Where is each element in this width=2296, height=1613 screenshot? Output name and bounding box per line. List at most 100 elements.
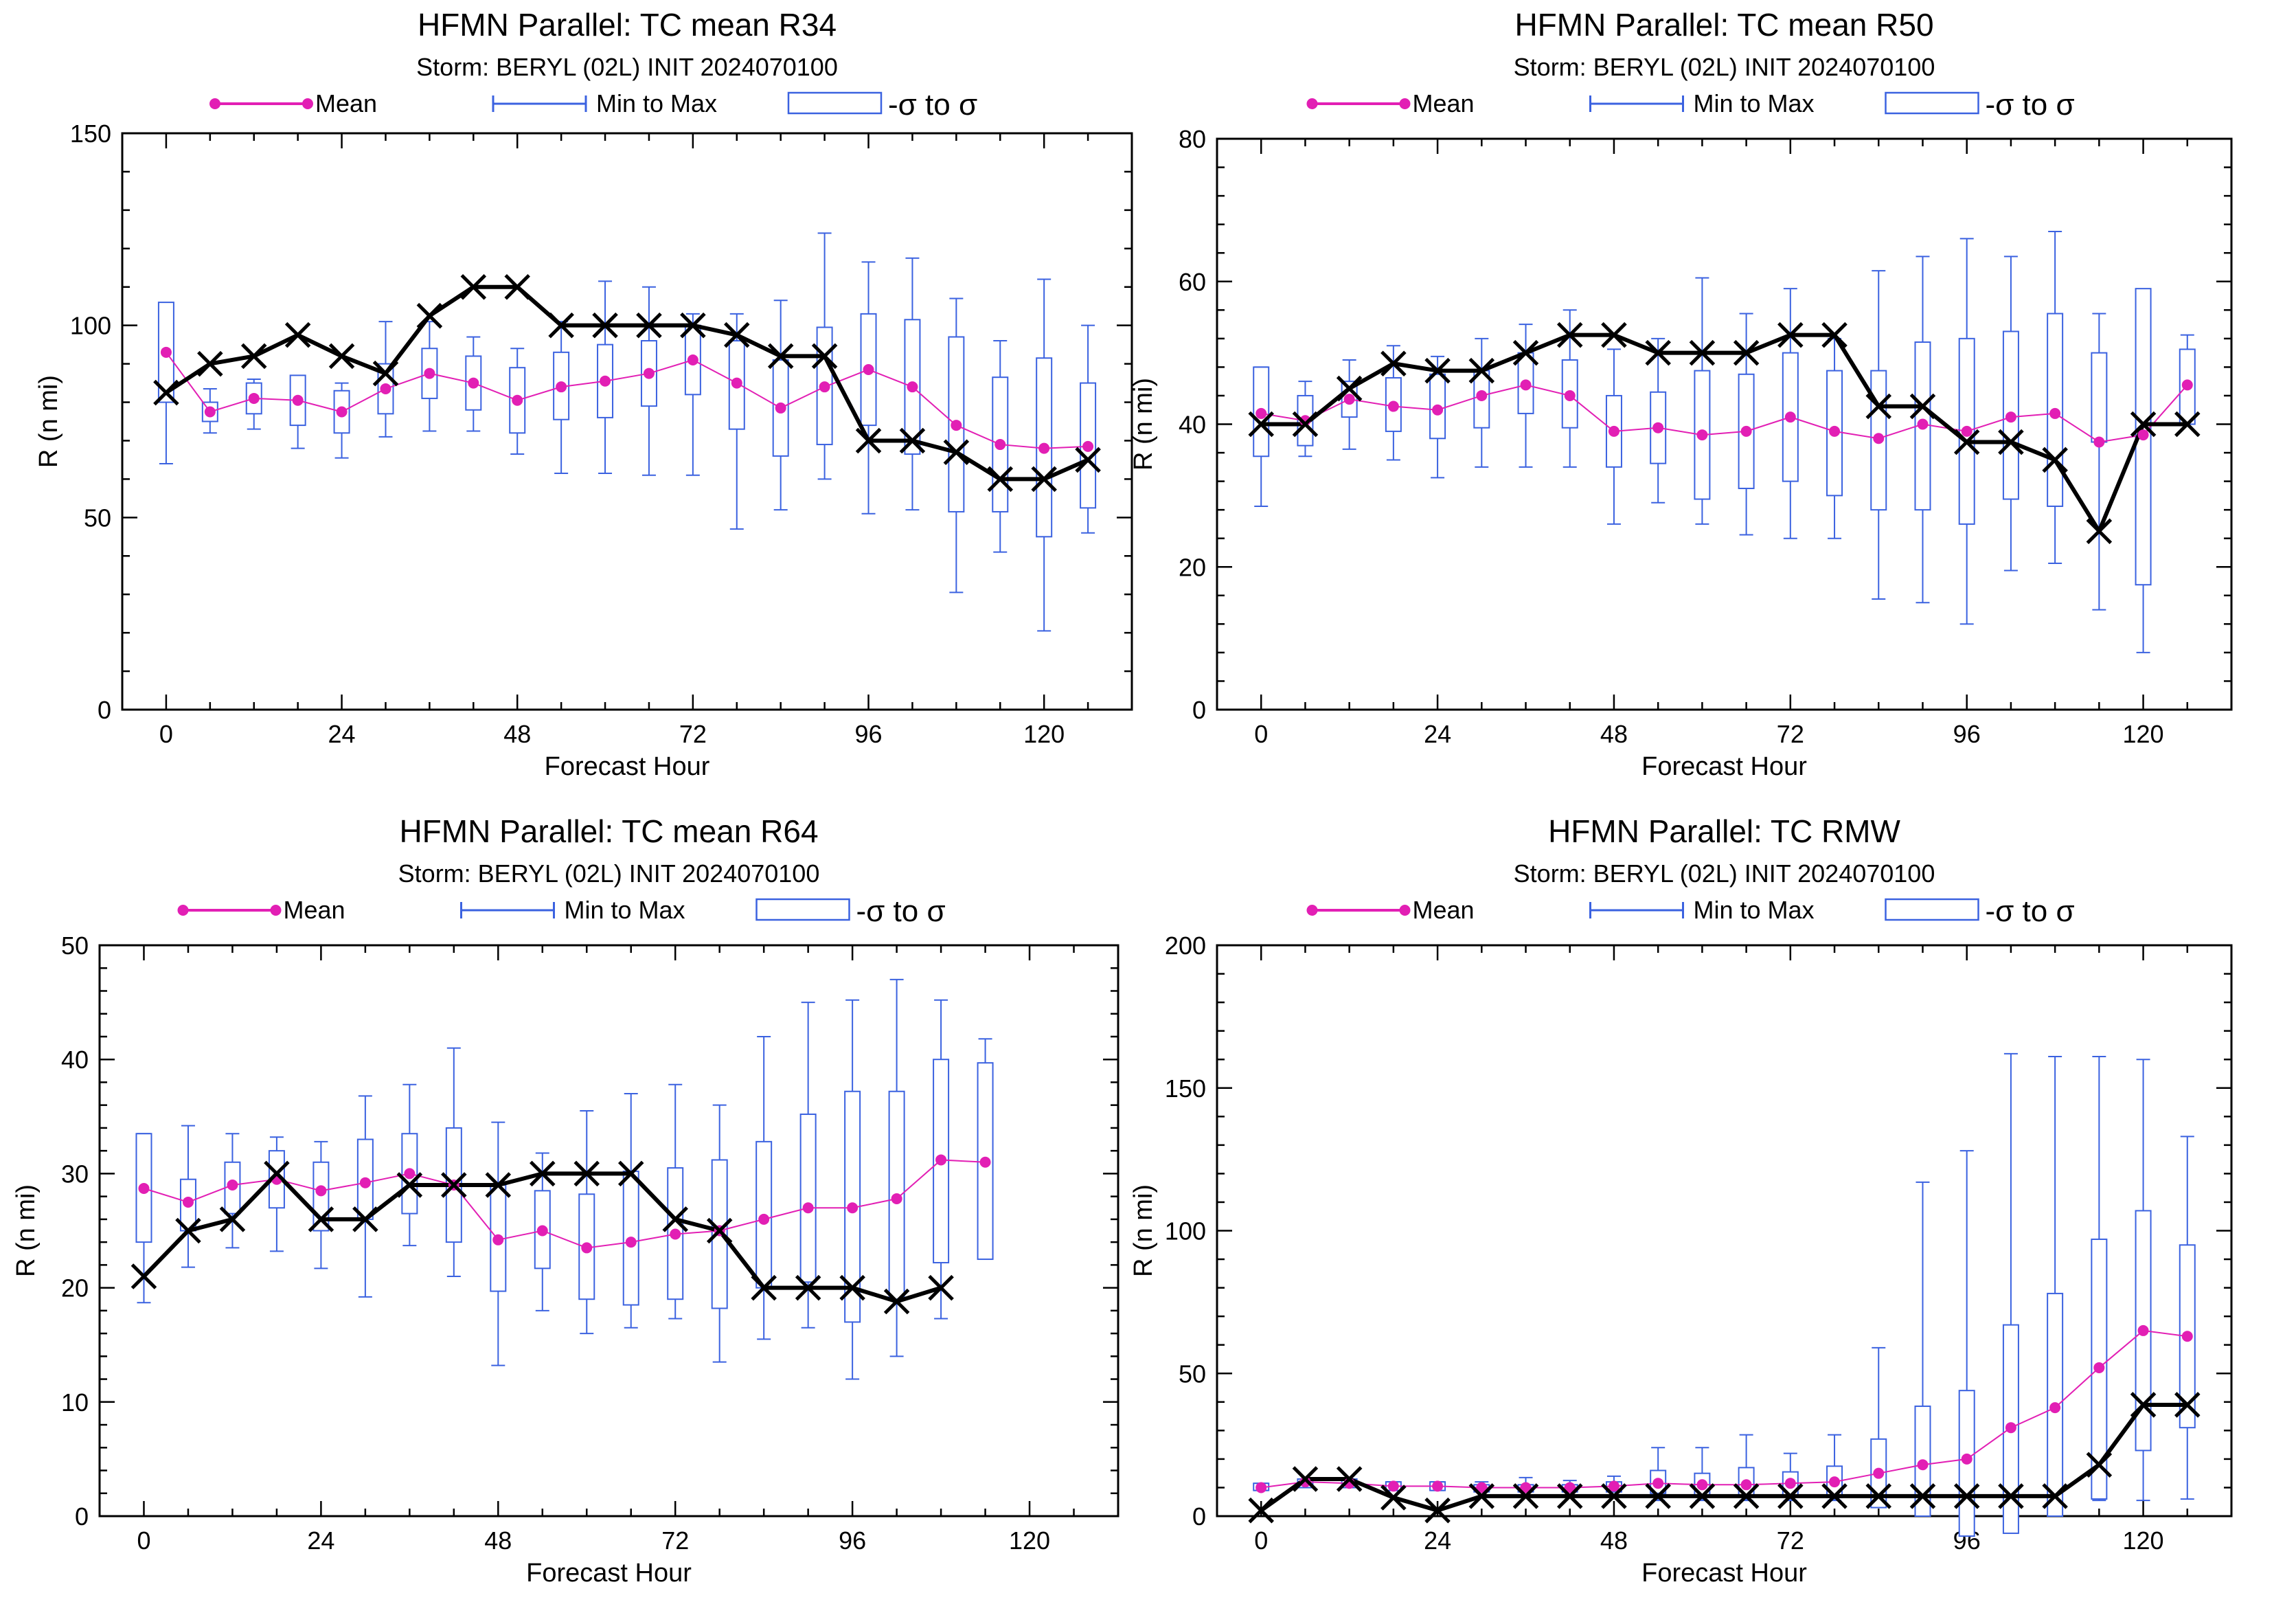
mean-point xyxy=(581,1242,593,1254)
mean-point xyxy=(2049,407,2061,419)
box-group xyxy=(312,1140,330,1270)
legend-mean-marker xyxy=(1306,98,1318,109)
mean-point xyxy=(1476,390,1488,401)
mean-point xyxy=(847,1202,859,1214)
y-axis-label: R (n mi) xyxy=(1129,378,1158,471)
observed-point xyxy=(264,1160,290,1187)
observed-point xyxy=(1380,350,1407,376)
mean-point xyxy=(670,1228,681,1240)
chart-svg-r50: HFMN Parallel: TC mean R50 Storm: BERYL (… xyxy=(1129,7,2233,781)
mean-point xyxy=(227,1180,238,1191)
observed-point xyxy=(1909,1483,1936,1509)
observed-point xyxy=(240,343,267,370)
box-group xyxy=(799,1002,817,1329)
y-tick-label: 100 xyxy=(1165,1217,1206,1245)
legend-mean-label: Mean xyxy=(1413,89,1475,117)
y-tick-label: 150 xyxy=(1165,1074,1206,1103)
box-group xyxy=(224,1133,241,1249)
mean-point xyxy=(600,375,611,387)
box-group xyxy=(2091,1056,2108,1502)
box-group xyxy=(2047,231,2064,565)
observed-point xyxy=(1424,1497,1451,1524)
chart-title: HFMN Parallel: TC RMW xyxy=(1548,813,1900,849)
mean-point xyxy=(907,381,918,393)
observed-point xyxy=(751,1274,777,1301)
x-tick-label: 96 xyxy=(1953,720,1981,748)
legend-mean-marker xyxy=(302,98,313,109)
legend-mean-marker xyxy=(1306,905,1318,916)
observed-point xyxy=(1512,339,1539,366)
y-axis-label: R (n mi) xyxy=(1129,1184,1158,1277)
box-group xyxy=(289,374,306,449)
observed-point xyxy=(767,343,794,370)
chart-subtitle: Storm: BERYL (02L) INIT 2024070100 xyxy=(416,53,838,81)
mean-point xyxy=(1961,425,1973,437)
mean-point xyxy=(2049,1402,2061,1414)
observed-point xyxy=(1556,1483,1583,1509)
x-tick-label: 48 xyxy=(484,1526,512,1555)
y-tick-label: 40 xyxy=(61,1046,89,1074)
observed-point xyxy=(811,343,838,370)
observed-point xyxy=(1777,1483,1804,1509)
box-group xyxy=(245,378,262,430)
chart-subtitle: Storm: BERYL (02L) INIT 2024070100 xyxy=(1514,859,1935,888)
box-group xyxy=(2002,1052,2019,1534)
x-tick-label: 24 xyxy=(1424,1526,1451,1555)
mean-point xyxy=(2137,1324,2149,1336)
observed-point xyxy=(1468,357,1495,384)
observed-point xyxy=(1953,429,1980,455)
box-group xyxy=(948,297,965,594)
y-tick-label: 40 xyxy=(1179,411,1206,439)
observed-point xyxy=(197,350,223,377)
box-group xyxy=(2047,1056,2064,1517)
y-tick-label: 10 xyxy=(61,1388,89,1417)
observed-point xyxy=(573,1160,600,1187)
x-tick-label: 120 xyxy=(1009,1526,1050,1555)
x-tick-label: 48 xyxy=(503,720,531,748)
mean-point xyxy=(863,363,874,375)
observed-point xyxy=(1777,322,1804,348)
mean-point xyxy=(1784,1478,1796,1489)
y-tick-label: 150 xyxy=(70,120,111,148)
chart-title: HFMN Parallel: TC mean R34 xyxy=(418,7,837,43)
x-tick-label: 24 xyxy=(307,1526,334,1555)
observed-point xyxy=(1689,1483,1716,1509)
y-axis-label: R (n mi) xyxy=(12,1184,41,1277)
observed-point xyxy=(2130,1392,2157,1418)
mean-point xyxy=(424,368,435,379)
legend: Mean Min to Max -σ to σ xyxy=(209,88,977,122)
x-tick-label: 0 xyxy=(159,720,173,748)
observed-point xyxy=(2042,447,2068,473)
mean-point xyxy=(248,392,260,404)
observed-point xyxy=(1865,393,1892,420)
mean-point xyxy=(2093,1362,2105,1373)
mean-point xyxy=(1917,418,1929,430)
legend-mean-label: Mean xyxy=(315,89,377,117)
legend-sigma-box xyxy=(787,91,883,115)
chart-subtitle: Storm: BERYL (02L) INIT 2024070100 xyxy=(398,859,820,888)
observed-point xyxy=(795,1274,821,1301)
observed-point xyxy=(441,1172,467,1198)
observed-point xyxy=(1733,1483,1760,1509)
x-tick-label: 48 xyxy=(1600,1526,1628,1555)
mean-point xyxy=(182,1196,194,1208)
legend-mean-marker xyxy=(270,905,282,916)
mean-point xyxy=(468,377,479,389)
observed-line xyxy=(1260,1402,2187,1513)
chart-svg-rmw: HFMN Parallel: TC RMW Storm: BERYL (02L) … xyxy=(1129,813,2233,1588)
observed-point xyxy=(1601,1483,1627,1509)
mean-point xyxy=(2181,379,2193,391)
mean-point xyxy=(1961,1453,1973,1465)
legend-sigma-label: -σ to σ xyxy=(1986,88,2075,122)
y-tick-label: 30 xyxy=(61,1160,89,1188)
box-group xyxy=(640,286,657,476)
mean-point xyxy=(404,1168,416,1180)
mean-point xyxy=(775,402,786,414)
observed-point xyxy=(1336,1466,1363,1492)
mean-point xyxy=(1652,1478,1664,1489)
x-tick-label: 0 xyxy=(1254,720,1268,748)
observed-point xyxy=(1248,411,1274,438)
legend-sigma-box xyxy=(1885,898,1979,921)
y-tick-label: 20 xyxy=(1179,553,1206,581)
observed-point xyxy=(1998,1483,2024,1509)
